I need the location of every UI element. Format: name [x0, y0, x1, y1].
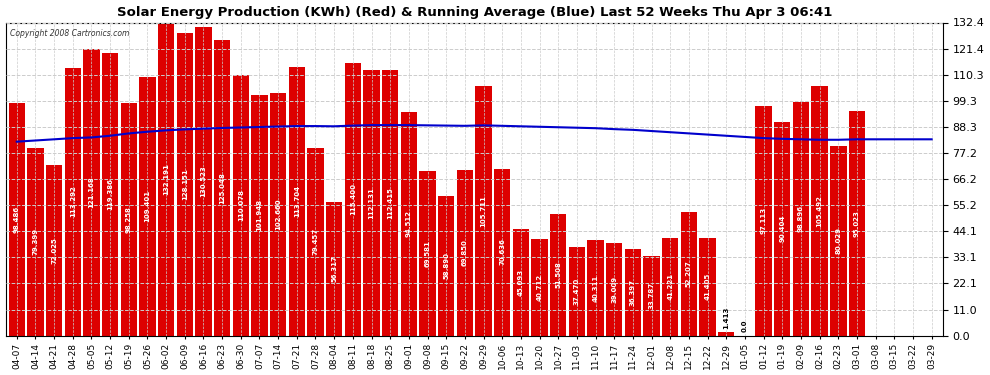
Bar: [176, 33, 193, 336]
Bar: [270, 93, 286, 336]
Text: 69.581: 69.581: [425, 240, 431, 267]
Text: 121.168: 121.168: [88, 176, 94, 208]
Bar: [625, 249, 642, 336]
Text: 102.660: 102.660: [275, 198, 281, 230]
Text: 69.850: 69.850: [462, 240, 468, 266]
Bar: [475, 86, 492, 336]
Text: 98.896: 98.896: [798, 205, 804, 232]
Bar: [532, 239, 547, 336]
Bar: [568, 247, 585, 336]
Text: 56.317: 56.317: [332, 255, 338, 282]
Bar: [848, 111, 865, 336]
Text: 119.386: 119.386: [107, 178, 113, 210]
Bar: [420, 171, 436, 336]
Bar: [718, 332, 735, 336]
Bar: [307, 148, 324, 336]
Text: 36.397: 36.397: [630, 279, 636, 306]
Text: 98.258: 98.258: [126, 206, 132, 233]
Text: 125.048: 125.048: [219, 172, 225, 204]
Text: 72.025: 72.025: [51, 237, 57, 264]
Text: 110.078: 110.078: [238, 189, 244, 221]
Title: Solar Energy Production (KWh) (Red) & Running Average (Blue) Last 52 Weeks Thu A: Solar Energy Production (KWh) (Red) & Ru…: [117, 6, 832, 18]
Text: 101.948: 101.948: [256, 199, 262, 231]
Bar: [644, 256, 659, 336]
Text: 98.486: 98.486: [14, 206, 20, 232]
Text: 51.508: 51.508: [555, 261, 561, 288]
Text: 94.512: 94.512: [406, 210, 412, 237]
Bar: [830, 146, 846, 336]
Text: 97.113: 97.113: [760, 207, 766, 234]
Text: Copyright 2008 Cartronics.com: Copyright 2008 Cartronics.com: [10, 29, 130, 38]
Bar: [363, 70, 380, 336]
Text: 41.221: 41.221: [667, 273, 673, 300]
Text: 113.704: 113.704: [294, 185, 300, 217]
Bar: [9, 103, 25, 336]
Bar: [681, 212, 697, 336]
Bar: [233, 75, 249, 336]
Text: 45.093: 45.093: [518, 268, 524, 296]
Bar: [140, 77, 155, 336]
Text: 41.405: 41.405: [705, 273, 711, 300]
Text: 79.399: 79.399: [33, 228, 39, 255]
Text: 79.457: 79.457: [313, 228, 319, 255]
Bar: [812, 86, 828, 336]
Text: 37.470: 37.470: [574, 278, 580, 305]
Bar: [158, 23, 174, 336]
Bar: [456, 170, 473, 336]
Bar: [27, 148, 44, 336]
Bar: [102, 53, 119, 336]
Text: 90.404: 90.404: [779, 215, 785, 242]
Bar: [699, 238, 716, 336]
Text: 39.009: 39.009: [611, 276, 617, 303]
Bar: [345, 63, 361, 336]
Bar: [83, 49, 100, 336]
Bar: [438, 196, 454, 336]
Text: 130.523: 130.523: [200, 165, 207, 197]
Text: 132.191: 132.191: [163, 164, 169, 195]
Text: 1.413: 1.413: [724, 306, 730, 328]
Text: 109.401: 109.401: [145, 190, 150, 222]
Bar: [46, 165, 62, 336]
Bar: [289, 67, 305, 336]
Bar: [214, 40, 231, 336]
Text: 80.029: 80.029: [836, 228, 842, 255]
Bar: [587, 240, 604, 336]
Text: 113.292: 113.292: [69, 186, 76, 218]
Bar: [251, 94, 267, 336]
Bar: [755, 106, 772, 336]
Bar: [606, 243, 623, 336]
Bar: [64, 68, 81, 336]
Text: 95.023: 95.023: [854, 210, 860, 237]
Text: 115.400: 115.400: [349, 183, 355, 215]
Bar: [513, 229, 529, 336]
Text: 33.787: 33.787: [648, 282, 654, 309]
Text: 70.636: 70.636: [499, 238, 505, 266]
Text: 128.151: 128.151: [182, 168, 188, 200]
Bar: [121, 103, 137, 336]
Bar: [326, 202, 343, 336]
Text: 105.492: 105.492: [817, 195, 823, 227]
Bar: [550, 214, 566, 336]
Text: 112.415: 112.415: [387, 187, 393, 219]
Text: 40.311: 40.311: [593, 274, 599, 302]
Text: 105.711: 105.711: [480, 195, 486, 226]
Text: 0.0: 0.0: [742, 320, 747, 332]
Bar: [195, 27, 212, 336]
Text: 112.131: 112.131: [368, 187, 374, 219]
Bar: [494, 168, 511, 336]
Bar: [662, 238, 678, 336]
Bar: [401, 112, 417, 336]
Text: 40.712: 40.712: [537, 274, 543, 301]
Text: 52.207: 52.207: [686, 261, 692, 287]
Bar: [382, 70, 398, 336]
Bar: [793, 102, 809, 336]
Bar: [774, 122, 790, 336]
Text: 58.890: 58.890: [444, 252, 449, 279]
